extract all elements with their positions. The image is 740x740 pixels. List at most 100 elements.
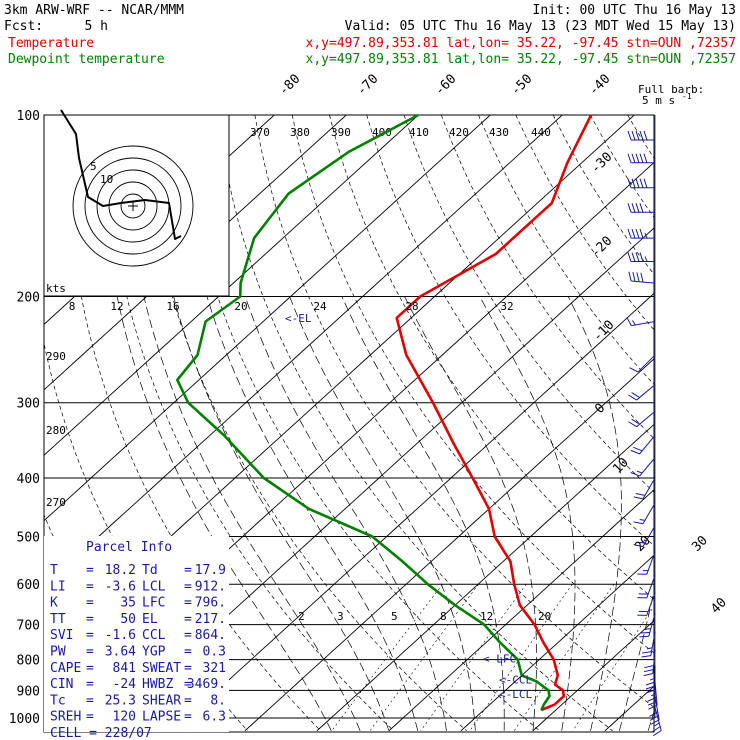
- parcel-cell-motion: CELL = 228/07: [50, 726, 152, 740]
- theta-label: 390: [331, 126, 351, 139]
- theta-label: 420: [449, 126, 469, 139]
- mixing-ratio-label: 12: [480, 610, 493, 623]
- wind-barb: [639, 612, 656, 638]
- wind-barb: [637, 592, 656, 616]
- dry-adiabat-line: [329, 115, 654, 600]
- parcel-row-equals: =: [86, 579, 94, 594]
- dry-adiabat-line: [515, 115, 654, 331]
- dewpoint-legend-label: Dewpoint temperature: [8, 52, 165, 67]
- pressure-tick-label: 1000: [9, 712, 40, 727]
- wind-barbs: [626, 115, 662, 737]
- temperature-point: [452, 442, 455, 444]
- hodograph-speed-label: 32: [500, 300, 513, 313]
- temperature-point: [488, 508, 490, 510]
- dewpoint-point: [223, 434, 225, 437]
- parcel-row-label: Tc: [50, 693, 66, 708]
- isotherm-line: [244, 358, 654, 732]
- dewpoint-point: [239, 295, 241, 298]
- parcel-row-equals: =: [86, 563, 94, 578]
- temperature-point: [405, 354, 407, 356]
- parcel-row-equals: =: [184, 661, 192, 676]
- isotherm-line: [388, 489, 654, 732]
- parcel-row-equals: =: [184, 645, 192, 660]
- hodograph-ring: [84, 157, 182, 255]
- forecast-label: Fcst:: [4, 19, 43, 34]
- model-title: 3km ARW-WRF -- NCAR/MMM: [4, 3, 184, 18]
- parcel-row-equals: =: [184, 710, 192, 725]
- wind-barb: [651, 707, 662, 737]
- dry-adiabat-line: [665, 115, 740, 731]
- dewpoint-point: [196, 354, 199, 356]
- pressure-tick-label: 100: [17, 109, 40, 124]
- parcel-row-equals: =: [184, 677, 192, 692]
- dewpoint-point: [176, 379, 178, 381]
- parcel-row-equals: =: [184, 612, 192, 627]
- level-marker: <-EL: [285, 312, 312, 325]
- parcel-row-value: 6.3: [203, 710, 226, 725]
- wind-barb: [647, 681, 658, 710]
- parcel-row-value: 120: [113, 710, 136, 725]
- dewpoint-point: [543, 703, 545, 706]
- dry-adiabat-line: [366, 115, 654, 547]
- temperature-point: [396, 317, 398, 319]
- parcel-row-value: 321: [203, 661, 226, 676]
- parcel-row-label: SVI: [50, 628, 73, 643]
- temperature-point: [419, 295, 421, 298]
- parcel-row-equals: =: [184, 693, 192, 708]
- parcel-row-label: LI: [50, 579, 66, 594]
- temperature-point: [563, 695, 565, 697]
- pressure-tick-label: 500: [17, 530, 40, 545]
- mixing-ratio-label: 5: [391, 610, 398, 623]
- dry-adiabat-line: [254, 115, 654, 708]
- mixing-ratio-line: [369, 584, 479, 731]
- parcel-row-value: 864.: [195, 628, 226, 643]
- isotherm-label: -50: [508, 72, 535, 99]
- wind-barb: [628, 410, 656, 428]
- level-marker: <-LCL: [499, 688, 532, 701]
- parcel-row-label: SWEAT: [142, 661, 181, 676]
- hodograph-ring: [120, 193, 146, 219]
- parcel-row-equals: =: [184, 596, 192, 611]
- wind-barb: [629, 354, 656, 373]
- pressure-tick-label: 200: [17, 291, 40, 306]
- parcel-row-value: 50: [120, 612, 136, 627]
- parcel-row-equals: =: [86, 596, 94, 611]
- dewpoint-point: [521, 674, 523, 677]
- parcel-row-label: HWBZ: [142, 677, 173, 692]
- parcel-row-value: 0.3: [203, 645, 226, 660]
- parcel-row-label: SREH: [50, 710, 81, 725]
- mixing-ratio-line: [514, 584, 615, 731]
- parcel-row-equals: =: [86, 710, 94, 725]
- wind-barb: [633, 525, 656, 548]
- wind-barb: [627, 178, 655, 189]
- moist-adiabat-line: [479, 296, 576, 731]
- wind-barb: [630, 457, 656, 477]
- isotherm-label: -40: [586, 72, 613, 99]
- plot-frame: [43, 114, 655, 733]
- init-time: Init: 00 UTC Thu 16 May 13: [533, 3, 737, 18]
- moist-adiabat-line: [206, 296, 419, 731]
- wind-barb: [627, 130, 655, 141]
- parcel-row-equals: =: [86, 661, 94, 676]
- dewpoint-point: [204, 320, 207, 323]
- dry-adiabat-line: [105, 115, 394, 732]
- parcel-row-value: -3.6: [105, 579, 136, 594]
- hodograph-ring-label: 10: [100, 173, 113, 186]
- isotherm-line: [460, 554, 654, 732]
- wind-barb: [633, 477, 656, 500]
- parcel-row-label: EL: [142, 612, 158, 627]
- isotherm-line: [532, 620, 654, 732]
- mixing-ratio-label: 2: [298, 610, 305, 623]
- parcel-row-value: 3469.: [187, 677, 226, 692]
- pressure-tick-label: 800: [17, 654, 40, 669]
- moist-adiabat-line: [618, 589, 654, 731]
- temperature-point: [553, 703, 556, 706]
- isotherm-label: -70: [354, 72, 381, 99]
- theta-label: 270: [46, 496, 66, 509]
- dewpoint-point: [499, 642, 501, 644]
- parcel-row-label: SHEAR: [142, 693, 181, 708]
- parcel-row-value: -1.6: [105, 628, 136, 643]
- parcel-row-value: 25.3: [105, 693, 136, 708]
- wind-barb: [637, 575, 656, 599]
- header: 3km ARW-WRF -- NCAR/MMM Init: 00 UTC Thu…: [4, 3, 736, 67]
